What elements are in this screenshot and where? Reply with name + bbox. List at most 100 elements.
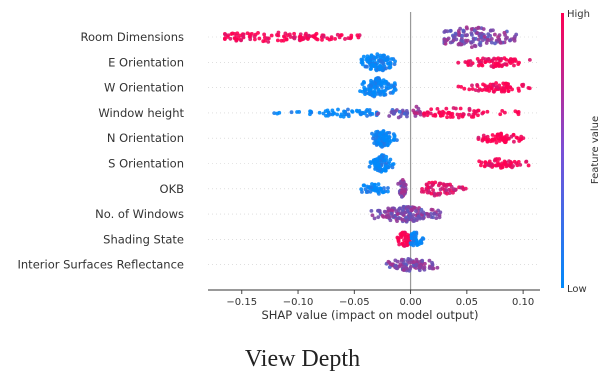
shap-dot [364,64,368,69]
feature-label: S Orientation [108,157,184,171]
shap-dot [432,211,437,216]
shap-dot [476,37,481,42]
shap-dot [479,62,484,67]
shap-dot [401,204,406,209]
shap-dot [470,32,474,37]
shap-dot [419,189,424,194]
shap-dot [391,162,396,166]
shap-dot [440,186,445,191]
shap-dot [299,37,304,42]
feature-label: Room Dimensions [80,30,184,44]
shap-dot [380,213,385,218]
shap-dot [466,59,471,64]
shap-dot [497,139,502,143]
shap-dot [445,191,449,196]
shap-dot [262,32,267,37]
shap-dot [376,182,381,187]
shap-dot [456,42,461,47]
shap-dot [514,135,519,140]
shap-dot [477,59,481,64]
shap-dot [406,205,411,209]
shap-dot [381,136,386,141]
shap-dot [430,262,435,267]
shap-dot [417,268,422,273]
shap-dot [283,31,288,36]
shap-dot [518,162,523,167]
shap-dot [445,111,450,116]
shap-dot [388,85,393,90]
shap-dot [412,219,417,223]
shap-dot [493,64,498,69]
shap-dot [471,112,476,117]
shap-dot [338,114,343,119]
shap-dot [292,31,296,36]
shap-dot [404,266,409,271]
shap-dot [494,84,499,89]
shap-dot [359,111,364,116]
shap-dot [304,31,308,36]
shap-dot [476,135,481,140]
shap-dot [385,143,390,148]
shap-dot [361,54,366,59]
shap-dot [400,211,404,216]
shap-dot [489,37,494,41]
shap-dot [472,43,477,48]
shap-dot [516,159,521,164]
shap-dot [350,109,354,114]
shap-dot [376,215,381,220]
shap-dot [346,112,351,117]
shap-dot [359,187,364,192]
shap-dot [398,206,402,211]
shap-dot [387,160,392,164]
shap-dot [355,109,360,114]
shap-dot [455,112,460,117]
shap-dot [470,45,474,50]
shap-dot [489,86,494,91]
shap-dot [450,115,455,119]
shap-dot [510,165,514,170]
shap-dot [328,112,332,117]
shap-dot [481,82,485,87]
shap-dot [506,162,511,167]
shap-dot [282,34,286,39]
shap-dot [265,36,270,41]
shap-dot [461,28,466,33]
shap-dot [409,232,414,236]
shap-dot [389,57,394,61]
shap-dot [509,134,514,139]
shap-dot [225,35,230,39]
feature-label: Interior Surfaces Reflectance [18,258,185,272]
shap-dot [396,238,401,242]
shap-dot [420,187,424,191]
shap-dot [330,108,335,113]
shap-dot [430,207,435,212]
shap-dot [444,188,448,192]
shap-dot [453,106,458,111]
shap-dot [506,89,511,93]
shap-dot [489,162,494,167]
shap-dot [499,57,504,61]
shap-dot [426,214,431,219]
shap-dot [391,111,396,116]
shap-dot [374,55,378,60]
shap-dot [444,106,449,111]
figure-caption: View Depth [244,346,361,372]
shap-dot [368,87,373,92]
shap-dot [368,92,372,97]
shap-dot [524,159,529,164]
shap-dot [427,266,432,271]
shap-dot [222,37,227,42]
shap-dot [408,211,412,216]
shap-dot [467,112,471,117]
shap-dot [516,86,521,91]
shap-dot [420,258,425,263]
shap-dot [397,242,402,247]
shap-dot [412,111,417,115]
shap-dot [431,215,435,220]
shap-dot [407,260,412,265]
shap-dot [346,107,350,112]
shap-dot [386,206,391,211]
shap-dot [386,61,390,66]
shap-dot [437,110,442,115]
shap-dot [292,35,297,39]
